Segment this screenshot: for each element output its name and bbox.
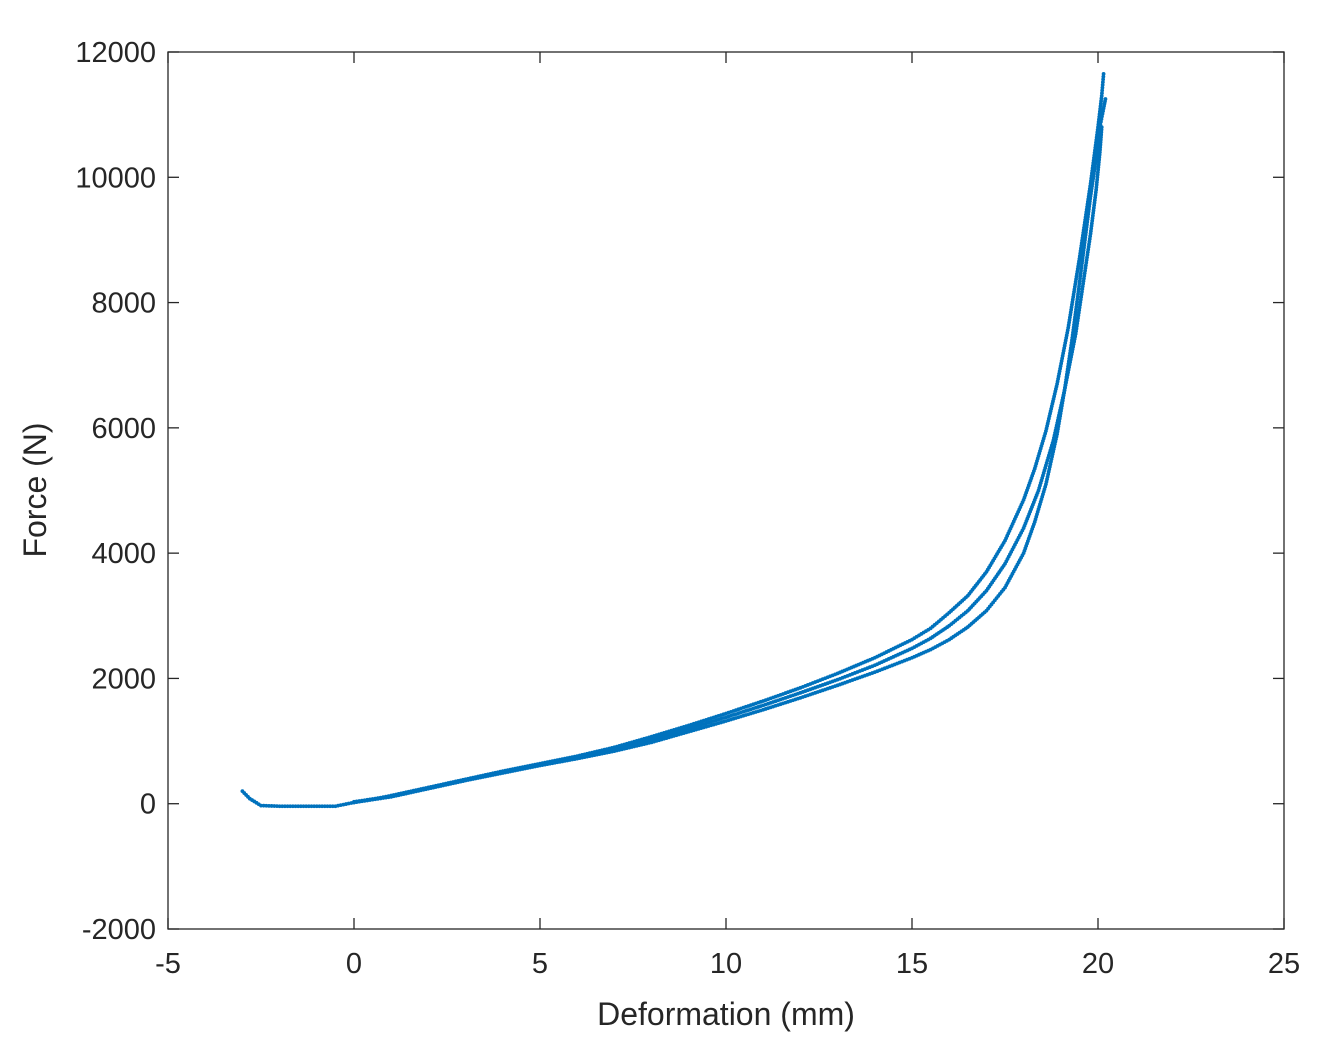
x-axis: -5 0 5 10 15 20 25 [155,52,1300,980]
x-tick-label: 20 [1082,948,1114,980]
data-point [320,804,325,809]
data-point [1101,74,1106,79]
data-point [322,804,327,809]
data-point [275,804,279,809]
series-3 [352,97,1108,805]
y-axis: -2000 0 2000 4000 6000 8000 10000 12000 [75,37,1284,946]
data-point [293,804,298,809]
data-point [1100,88,1105,93]
data-point [317,804,322,809]
data-point [328,804,332,809]
y-tick-label: 0 [140,789,156,821]
x-tick-label: 25 [1268,948,1300,980]
data-point [1100,85,1105,90]
y-axis-label: Force (N) [17,422,53,557]
data-point [330,804,335,809]
data-point [314,804,319,809]
data-point [285,804,290,809]
x-tick-label: 15 [896,948,928,980]
data-point [1101,72,1106,76]
data-point [1099,93,1104,98]
x-axis-label: Deformation (mm) [597,996,855,1032]
data-point [267,803,271,808]
y-tick-label: 2000 [91,663,156,695]
data-point [312,804,317,809]
series-1 [240,72,1106,809]
data-points [240,72,1108,809]
data-point [1101,77,1106,82]
y-tick-label: 12000 [75,37,156,69]
x-tick-label: 5 [532,948,548,980]
data-point [261,803,266,808]
data-point [1100,82,1105,87]
data-point [306,804,311,809]
data-point [269,804,274,808]
data-point [298,804,303,809]
data-point [280,804,285,809]
x-tick-label: -5 [155,948,181,980]
data-point [304,804,309,809]
data-point [1100,91,1104,96]
x-tick-label: 0 [346,948,362,980]
data-point [301,804,306,809]
data-point [325,804,330,809]
data-point [272,804,277,808]
data-point [1103,97,1108,101]
y-tick-label: 10000 [75,162,156,194]
data-point [296,804,301,809]
plot-area-frame [167,51,1285,930]
data-point [264,803,269,808]
data-point [277,804,282,809]
series-2 [352,125,1104,804]
y-tick-label: -2000 [82,914,156,946]
data-point [309,804,314,809]
y-tick-label: 8000 [91,288,156,320]
data-point [1100,80,1105,85]
data-point [290,804,295,809]
y-tick-label: 4000 [91,538,156,570]
data-point [259,803,263,808]
x-tick-label: 10 [710,948,742,980]
data-point [283,804,287,809]
data-point [288,804,293,809]
y-tick-label: 6000 [91,413,156,445]
